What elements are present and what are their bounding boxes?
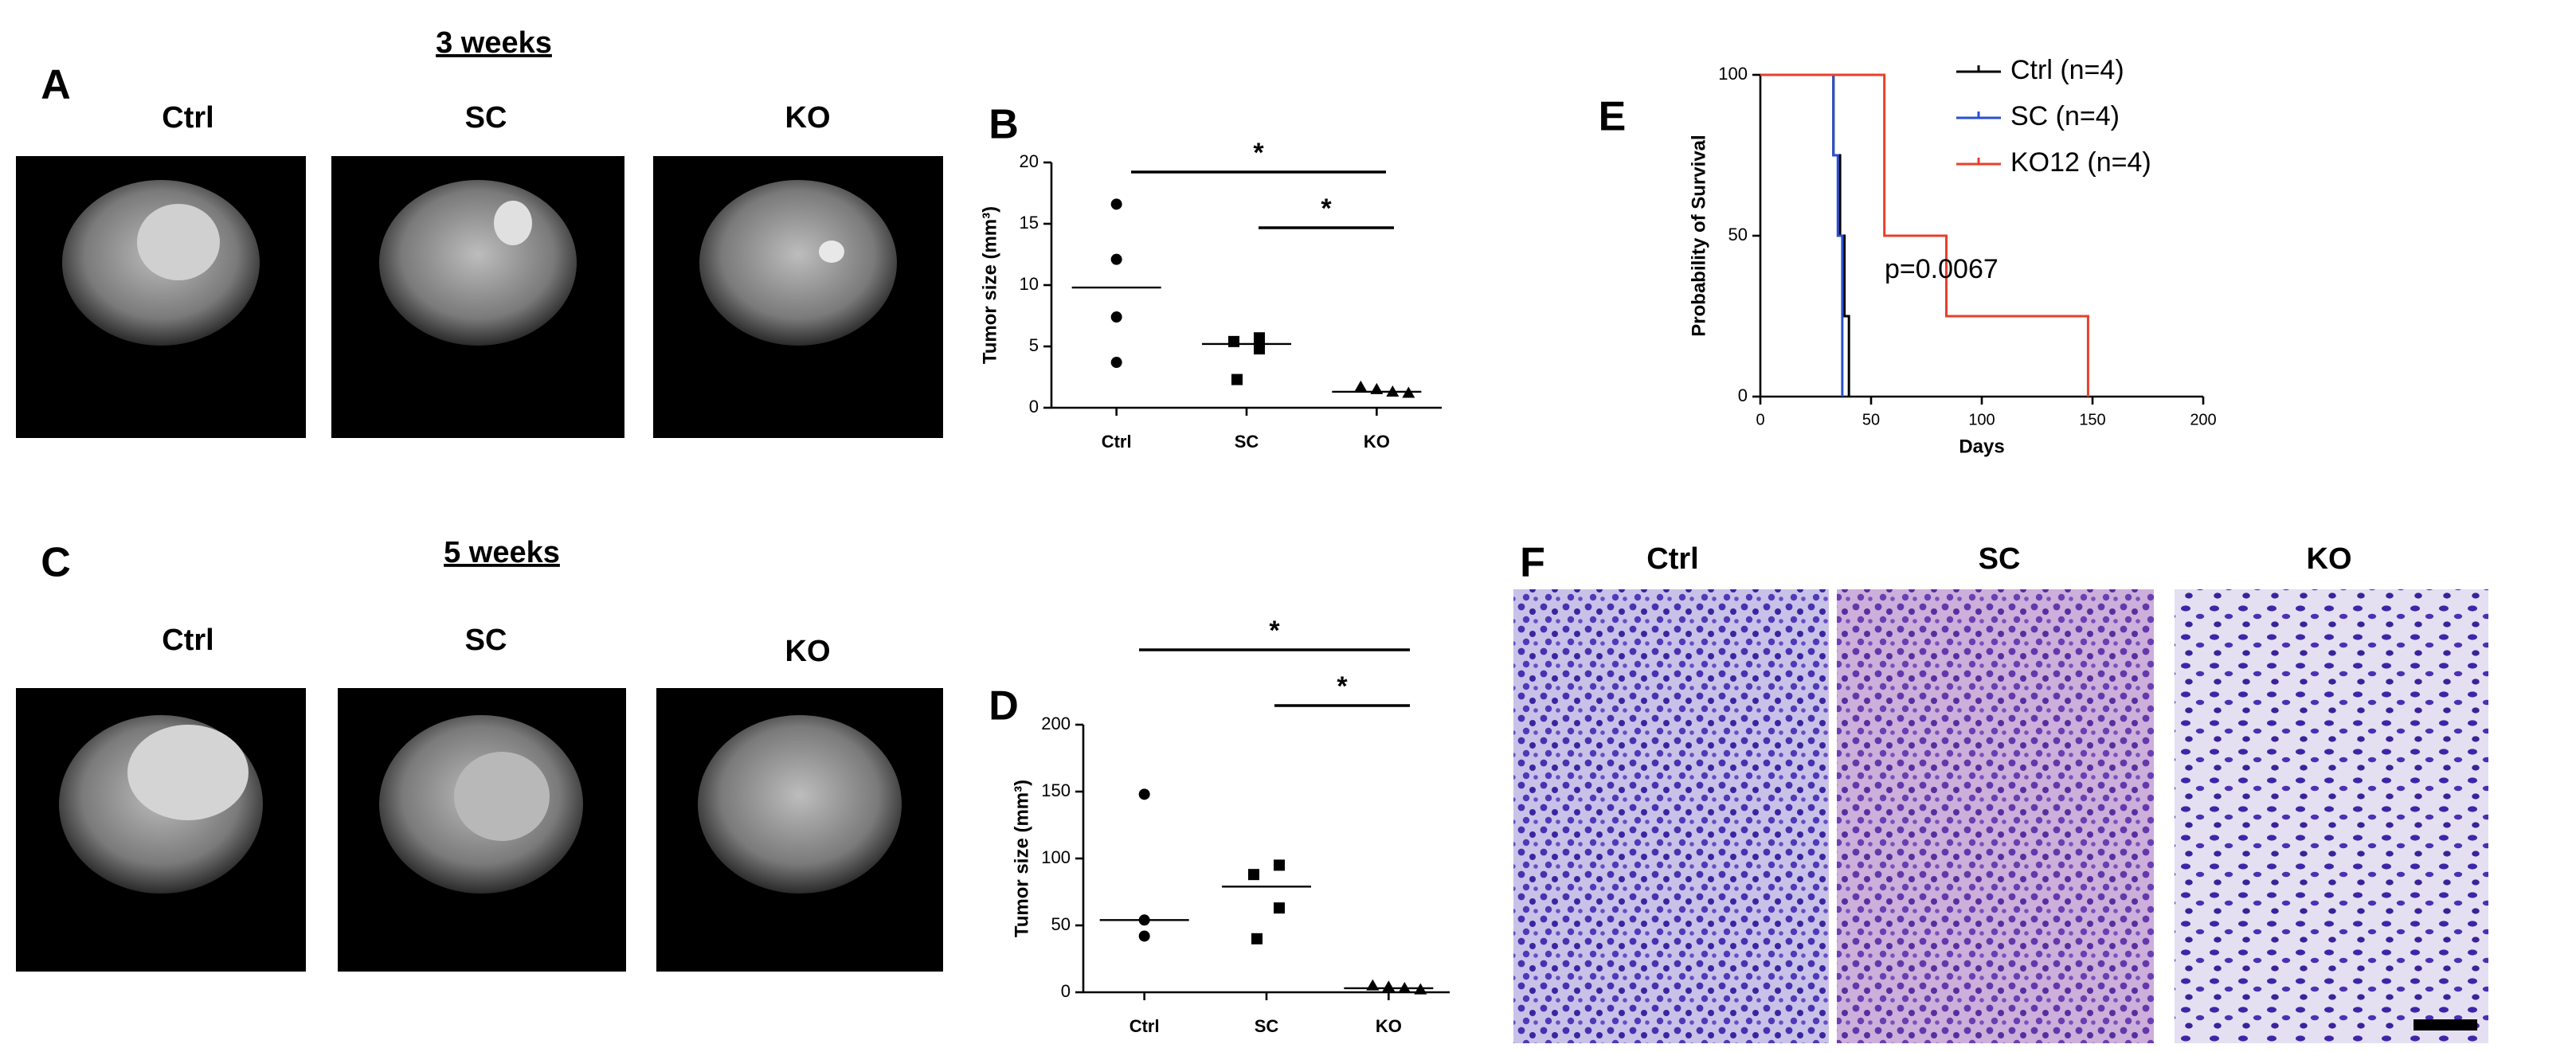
significance-label: * [1321, 194, 1332, 224]
image-label: SC [465, 101, 507, 135]
y-tick-label: 50 [1051, 914, 1071, 934]
data-point [1110, 311, 1122, 323]
mri-images [16, 156, 943, 972]
survival-curve [1760, 73, 2089, 397]
x-tick-label: 0 [1756, 411, 1764, 428]
x-tick-label: SC [1235, 432, 1259, 452]
data-point [1228, 335, 1239, 347]
x-tick-label: SC [1255, 1016, 1279, 1036]
y-tick-label: 0 [1029, 397, 1039, 416]
x-tick-label: Ctrl [1129, 1016, 1160, 1036]
y-tick-label: 150 [1041, 780, 1071, 800]
data-point [1354, 380, 1368, 392]
y-tick-label: 100 [1041, 847, 1071, 867]
y-tick-label: 50 [1728, 225, 1748, 244]
panel-letter: B [989, 102, 1019, 148]
survival-curve [1760, 73, 1850, 397]
y-axis-title: Probability of Survival [1688, 135, 1709, 336]
data-point [1414, 983, 1427, 995]
x-tick-label: 100 [1968, 411, 1995, 428]
x-tick-label: Ctrl [1102, 432, 1132, 452]
y-tick-label: 100 [1718, 64, 1748, 84]
y-tick-label: 0 [1061, 981, 1071, 1001]
legend-label: Ctrl (n=4) [2010, 55, 2124, 85]
histology-images [1513, 589, 2488, 1043]
panel-letter: C [41, 540, 71, 586]
data-point [1110, 198, 1122, 210]
data-point [1110, 253, 1122, 265]
significance-label: * [1337, 671, 1348, 702]
y-tick-label: 5 [1029, 335, 1039, 355]
annotation: p=0.0067 [1885, 254, 1999, 284]
data-point [1138, 914, 1150, 926]
panel-letter: D [989, 683, 1019, 729]
y-tick-label: 200 [1041, 714, 1071, 733]
image-label: Ctrl [1646, 542, 1698, 576]
image-label: Ctrl [162, 624, 213, 657]
data-point [1398, 981, 1411, 993]
data-point [1382, 980, 1396, 992]
image-label: SC [1979, 542, 2021, 576]
x-tick-label: 200 [2190, 411, 2216, 428]
data-point [1402, 386, 1415, 398]
panel-letter: F [1520, 540, 1545, 586]
data-point [1254, 332, 1265, 344]
y-axis-title: Tumor size (mm³) [979, 206, 1000, 364]
y-tick-label: 0 [1738, 385, 1748, 405]
panel-title: 3 weeks [436, 26, 552, 60]
y-tick-label: 10 [1020, 274, 1039, 294]
data-point [1138, 788, 1150, 800]
x-tick-label: 150 [2079, 411, 2105, 428]
data-point [1254, 343, 1265, 355]
x-axis-title: Days [1959, 436, 2004, 457]
data-point [1138, 930, 1150, 942]
data-point [1251, 933, 1263, 944]
data-point [1110, 357, 1122, 369]
x-tick-label: KO [1376, 1016, 1402, 1036]
data-point [1274, 902, 1285, 914]
panel-letter: A [41, 62, 71, 108]
x-tick-label: KO [1364, 432, 1390, 452]
data-point [1386, 385, 1400, 397]
significance-label: * [1253, 138, 1264, 168]
image-label: KO [785, 101, 831, 135]
significance-label: * [1269, 616, 1280, 646]
image-label: Ctrl [162, 101, 213, 135]
image-label: KO [785, 635, 831, 668]
data-point [1370, 382, 1384, 394]
data-point [1366, 979, 1380, 991]
data-point [1248, 869, 1259, 881]
image-label: SC [465, 624, 507, 657]
y-tick-label: 15 [1020, 213, 1039, 233]
panel-title: 5 weeks [444, 536, 560, 569]
legend-label: KO12 (n=4) [2010, 147, 2151, 178]
panel-letter: E [1599, 94, 1627, 140]
image-label: KO [2307, 542, 2352, 576]
y-axis-title: Tumor size (mm³) [1011, 780, 1032, 937]
data-point [1274, 859, 1285, 871]
x-tick-label: 50 [1862, 411, 1880, 428]
y-tick-label: 20 [1020, 151, 1039, 171]
legend-label: SC (n=4) [2010, 101, 2120, 131]
data-point [1231, 373, 1243, 385]
survival-curve [1760, 73, 1844, 397]
